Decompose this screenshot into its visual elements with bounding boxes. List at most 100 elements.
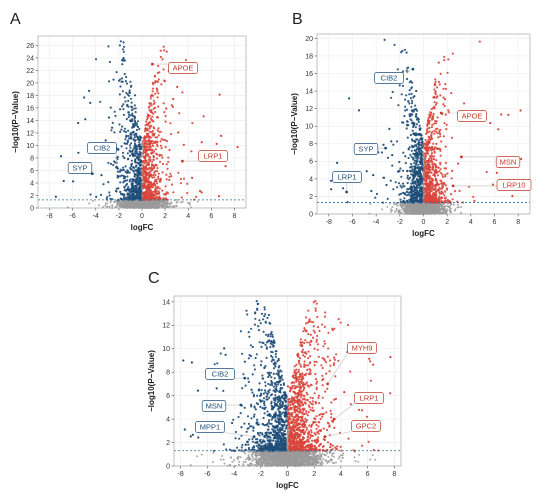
data-point-up xyxy=(156,167,159,170)
data-point-down xyxy=(120,145,123,148)
data-point-down xyxy=(394,181,397,184)
data-point-down xyxy=(125,147,128,150)
data-point-ns xyxy=(141,163,144,166)
data-point-down xyxy=(139,139,142,142)
data-point-down xyxy=(123,157,126,160)
data-point-down xyxy=(126,152,129,155)
data-point-up xyxy=(156,186,159,189)
data-point-up xyxy=(434,93,437,96)
data-point-ns xyxy=(158,205,161,208)
data-point-ns xyxy=(142,204,145,207)
data-point-up xyxy=(141,192,144,195)
data-point-up xyxy=(154,92,157,95)
data-point-down xyxy=(107,116,111,119)
data-point-up xyxy=(437,80,440,84)
data-point-down xyxy=(123,59,126,62)
data-point-up xyxy=(157,64,160,68)
data-point-down xyxy=(132,138,135,141)
data-point-up xyxy=(431,155,434,158)
data-point-up xyxy=(156,170,159,173)
data-point-up xyxy=(445,123,448,126)
data-point-down xyxy=(399,198,402,201)
data-point-up xyxy=(153,75,156,78)
data-point-up xyxy=(445,188,448,191)
data-point-up xyxy=(151,160,154,163)
data-point-up xyxy=(143,137,146,140)
data-point-up xyxy=(154,80,157,83)
x-tick-label: 8 xyxy=(232,213,236,220)
data-point-up xyxy=(156,90,159,93)
data-point-up xyxy=(153,182,156,185)
data-point-down xyxy=(136,183,139,187)
data-point-down xyxy=(414,155,417,158)
data-point-ns xyxy=(437,208,439,211)
data-point-ns xyxy=(460,206,462,208)
data-point-down xyxy=(121,90,124,93)
data-point-down xyxy=(134,111,137,114)
data-point-down xyxy=(124,80,127,83)
data-point-down xyxy=(128,137,131,140)
x-tick-label: 6 xyxy=(209,213,213,220)
data-point-up xyxy=(431,145,434,148)
data-point-down xyxy=(410,87,413,90)
data-point-down xyxy=(397,104,400,107)
data-point-down xyxy=(137,138,140,141)
data-point-up xyxy=(177,131,180,134)
data-point-down xyxy=(412,145,415,149)
data-point-down xyxy=(136,167,140,171)
data-point-up xyxy=(435,164,438,167)
data-point-up xyxy=(152,107,155,110)
gene-label-lrp1: LRP1 xyxy=(204,152,223,161)
data-point-down xyxy=(121,80,124,83)
data-point-down xyxy=(130,101,133,104)
data-point-up xyxy=(220,134,223,137)
data-point-up xyxy=(150,164,154,167)
data-point-ns xyxy=(156,201,159,204)
data-point-up xyxy=(181,91,184,94)
x-tick-label: 0 xyxy=(140,213,144,220)
data-point-down xyxy=(136,175,139,179)
data-point-up xyxy=(430,111,433,115)
x-tick-label: 2 xyxy=(163,213,167,220)
data-point-up xyxy=(157,92,160,95)
data-point-up xyxy=(148,139,151,142)
data-point-up xyxy=(148,156,151,159)
data-point-up xyxy=(463,102,466,105)
data-point-up xyxy=(453,190,457,193)
data-point-up xyxy=(182,143,185,146)
data-point-ns xyxy=(111,204,114,207)
data-point-down xyxy=(409,133,412,137)
data-point-up xyxy=(171,105,174,108)
data-point-down xyxy=(127,134,130,138)
data-point-up xyxy=(151,94,155,97)
data-point-up xyxy=(438,191,441,194)
data-point-down xyxy=(133,119,137,123)
data-point-ns xyxy=(106,205,109,208)
gene-label-apoe: APOE xyxy=(173,64,194,73)
data-point-up xyxy=(143,145,146,148)
data-point-up xyxy=(447,58,450,61)
data-point-down xyxy=(115,190,118,193)
data-point-down xyxy=(130,109,133,112)
data-point-up xyxy=(154,136,157,139)
data-point-up xyxy=(444,145,447,148)
data-point-down xyxy=(414,104,417,107)
data-point-down xyxy=(134,159,137,162)
data-point-down xyxy=(114,114,117,117)
data-point-up xyxy=(433,132,436,135)
data-point-ns xyxy=(145,200,148,202)
data-point-down xyxy=(126,93,129,96)
data-point-down xyxy=(122,113,125,116)
data-point-up xyxy=(433,88,436,91)
panel-b: B-8 -6 -4 -2 0 2 4 6 802468101214161820logFC−log… xyxy=(290,11,532,238)
data-point-down xyxy=(400,186,403,189)
data-point-ns xyxy=(188,203,191,206)
data-point-down xyxy=(124,130,128,134)
data-point-up xyxy=(156,129,159,132)
data-point-down xyxy=(131,112,134,115)
data-point-up xyxy=(151,195,154,198)
data-point-up xyxy=(443,194,446,197)
data-point-up xyxy=(446,71,449,74)
data-point-up xyxy=(145,191,148,194)
data-point-down xyxy=(129,97,133,100)
